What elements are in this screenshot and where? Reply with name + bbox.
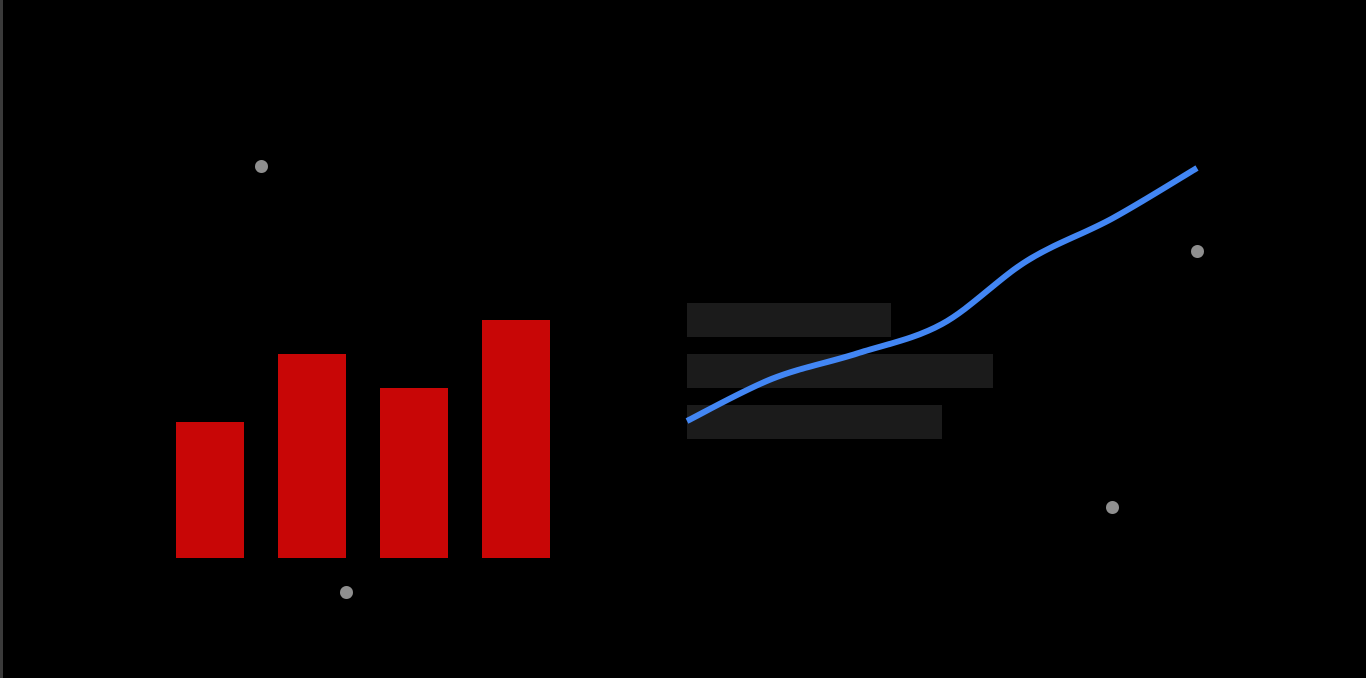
- text-placeholder-line: [687, 405, 942, 439]
- bar-chart-bar: [482, 320, 550, 558]
- bar-chart-bar: [380, 388, 448, 558]
- decorative-dot: [1191, 245, 1204, 258]
- line-chart: [685, 165, 1199, 424]
- decorative-dot: [340, 586, 353, 599]
- text-placeholder-line: [687, 303, 891, 337]
- bar-chart-bar: [278, 354, 346, 558]
- text-placeholder-line: [687, 354, 993, 388]
- decorative-dot: [255, 160, 268, 173]
- decorative-dot: [1106, 501, 1119, 514]
- bar-chart-bar: [176, 422, 244, 558]
